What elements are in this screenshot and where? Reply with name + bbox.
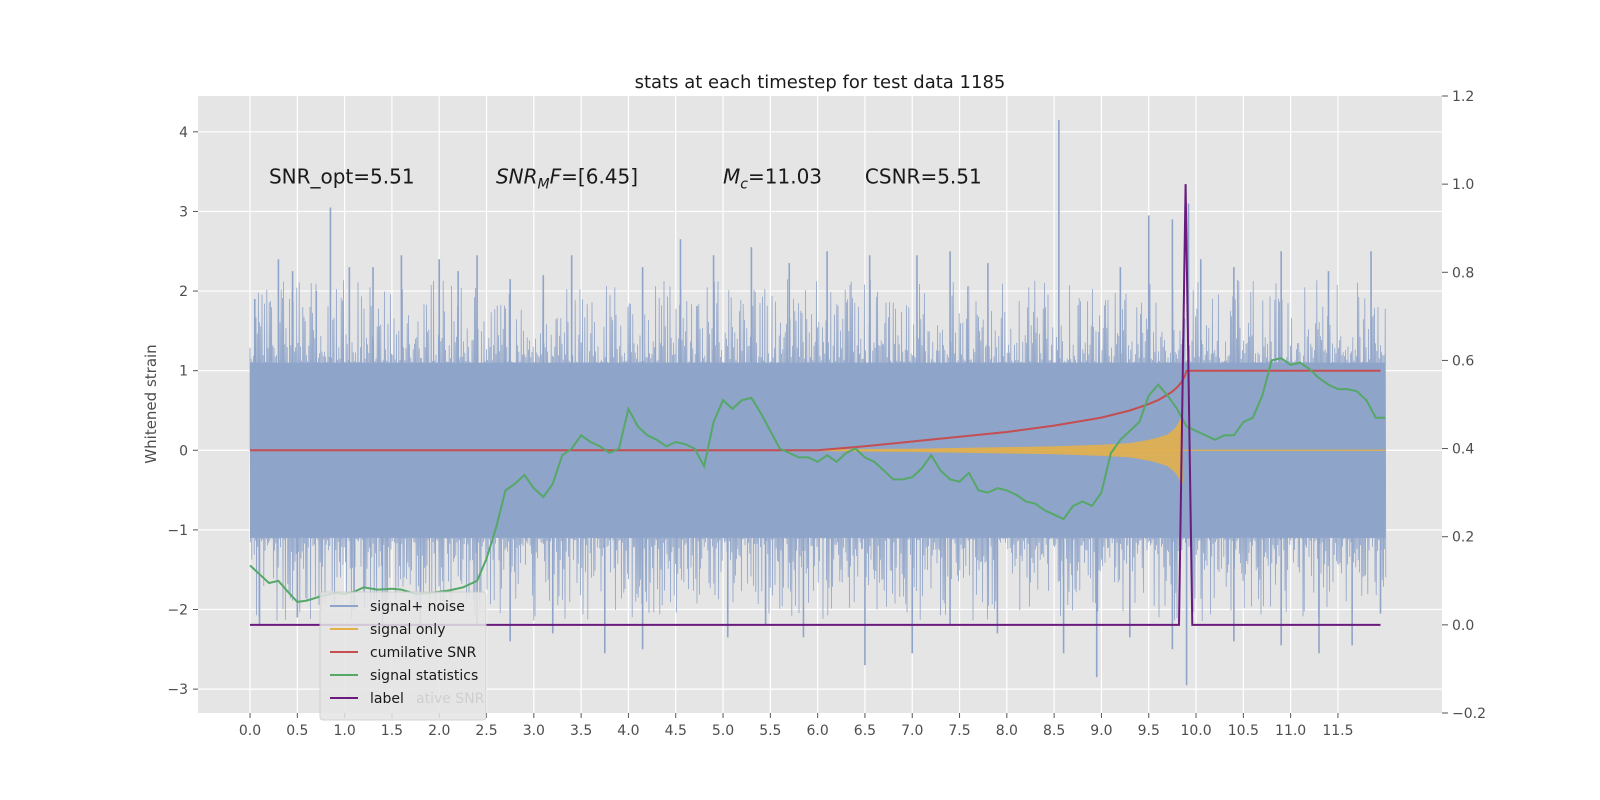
legend-label: signal statistics xyxy=(370,668,478,684)
y2-tick-label: −0.2 xyxy=(1452,706,1486,722)
x-tick-label: 7.5 xyxy=(948,723,970,739)
annotation-part: c xyxy=(740,177,748,193)
annotation-part: SNR xyxy=(496,165,538,189)
legend-label: cumilative SNR xyxy=(370,645,477,661)
legend-label: signal only xyxy=(370,622,445,638)
legend-label: signal+ noise xyxy=(370,599,465,615)
x-tick-label: 11.5 xyxy=(1322,723,1353,739)
x-tick-label: 2.5 xyxy=(475,723,497,739)
y-tick-label: 3 xyxy=(179,204,188,220)
y2-tick-label: 0.4 xyxy=(1452,442,1474,458)
y-tick-label: −1 xyxy=(167,523,188,539)
x-tick-label: 4.5 xyxy=(665,723,687,739)
y2-tick-label: 1.2 xyxy=(1452,89,1474,105)
annotation-part: F xyxy=(550,165,562,189)
x-tick-label: 0.0 xyxy=(239,723,261,739)
chart-title: stats at each timestep for test data 118… xyxy=(635,72,1006,93)
x-axis: 0.0 0.5 1.0 1.5 2.0 2.5 3.0 3.5 4.0 4.5 5.0 5.5 6.0 6… xyxy=(239,713,1354,739)
x-tick-label: 0.5 xyxy=(286,723,308,739)
x-tick-label: 3.5 xyxy=(570,723,592,739)
annotation-0: SNR_opt=5.51 xyxy=(269,165,415,189)
x-tick-label: 9.0 xyxy=(1090,723,1112,739)
x-tick-label: 10.0 xyxy=(1180,723,1211,739)
y-axis-left: −3 −2 −1 0 1 2 3 4 xyxy=(167,125,198,698)
annotation-3: CSNR=5.51 xyxy=(865,165,982,189)
y2-tick-label: 0.2 xyxy=(1452,530,1474,546)
y-tick-label: 4 xyxy=(179,125,188,141)
annotation-part: M xyxy=(538,177,550,193)
x-tick-label: 1.0 xyxy=(333,723,355,739)
y-axis-right: −0.2 0.0 0.2 0.4 0.6 0.8 1.0 1.2 xyxy=(1442,89,1486,722)
line-series xyxy=(249,184,1386,626)
y-tick-label: 2 xyxy=(179,284,188,300)
legend: ative SNR signal+ noise signal only cumilat… xyxy=(319,591,487,721)
annotation-1: SNRMF=[6.45] xyxy=(496,165,638,193)
legend-hidden-text: ative SNR xyxy=(416,691,485,707)
x-tick-label: 9.5 xyxy=(1138,723,1160,739)
annotation-part: CSNR=5.51 xyxy=(865,165,982,189)
x-tick-label: 4.0 xyxy=(617,723,639,739)
series-line-label xyxy=(250,184,1381,626)
annotations: SNR_opt=5.51 SNRMF=[6.45] Mc=11.03 CSNR=5.5… xyxy=(269,165,982,193)
series-line-signal-statistics xyxy=(249,357,1386,603)
y2-tick-label: 0.8 xyxy=(1452,265,1474,281)
x-tick-label: 6.5 xyxy=(854,723,876,739)
annotation-2: Mc=11.03 xyxy=(723,165,822,193)
y2-tick-label: 0.6 xyxy=(1452,353,1474,369)
x-tick-label: 11.0 xyxy=(1275,723,1306,739)
y-tick-label: 1 xyxy=(179,364,188,380)
annotation-part: SNR_opt=5.51 xyxy=(269,165,415,189)
x-tick-label: 3.0 xyxy=(523,723,545,739)
legend-box xyxy=(319,591,487,721)
x-tick-label: 7.0 xyxy=(901,723,923,739)
x-tick-label: 6.0 xyxy=(807,723,829,739)
x-tick-label: 1.5 xyxy=(381,723,403,739)
noise-trace xyxy=(249,279,1387,622)
y-axis-label: Whitened strain xyxy=(142,344,160,463)
annotation-part: =[6.45] xyxy=(561,165,638,189)
x-tick-label: 5.5 xyxy=(759,723,781,739)
y2-tick-label: 1.0 xyxy=(1452,177,1474,193)
y-tick-label: 0 xyxy=(179,443,188,459)
x-tick-label: 10.5 xyxy=(1228,723,1259,739)
x-tick-label: 2.0 xyxy=(428,723,450,739)
x-tick-label: 5.0 xyxy=(712,723,734,739)
annotation-part: M xyxy=(723,165,740,189)
x-tick-label: 8.0 xyxy=(996,723,1018,739)
y-tick-label: −2 xyxy=(167,603,188,619)
legend-label: label xyxy=(370,691,404,707)
y-tick-label: −3 xyxy=(167,682,188,698)
annotation-part: =11.03 xyxy=(748,165,822,189)
y2-tick-label: 0.0 xyxy=(1452,618,1474,634)
x-tick-label: 8.5 xyxy=(1043,723,1065,739)
